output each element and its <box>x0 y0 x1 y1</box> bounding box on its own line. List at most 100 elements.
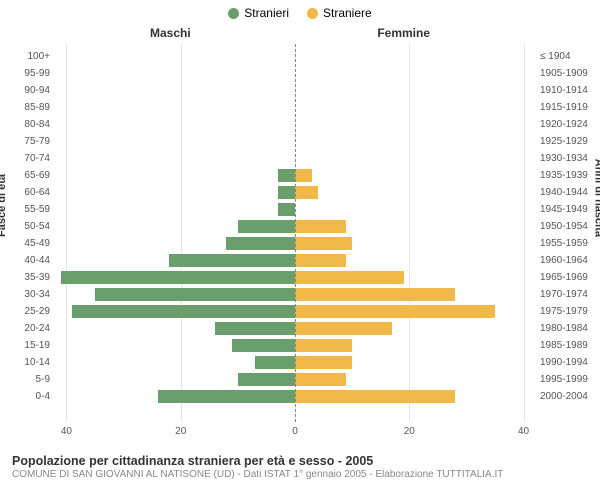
male-half <box>55 186 295 199</box>
male-half <box>55 305 295 318</box>
male-half <box>55 135 295 148</box>
male-bar <box>278 203 295 216</box>
birth-label: 1950-1954 <box>540 221 595 232</box>
age-label: 85-89 <box>10 102 50 113</box>
legend-item-male: Stranieri <box>228 6 289 20</box>
female-bar <box>295 271 404 284</box>
age-label: 60-64 <box>10 187 50 198</box>
male-bar <box>226 237 295 250</box>
birth-label: 1990-1994 <box>540 357 595 368</box>
birth-label: 1960-1964 <box>540 255 595 266</box>
female-half <box>295 84 535 97</box>
female-half <box>295 271 535 284</box>
female-bar <box>295 339 352 352</box>
age-label: 90-94 <box>10 85 50 96</box>
male-half <box>55 390 295 403</box>
legend-label-male: Stranieri <box>244 6 289 20</box>
male-bar <box>215 322 295 335</box>
age-label: 95-99 <box>10 68 50 79</box>
x-tick: 40 <box>518 426 529 437</box>
male-half <box>55 237 295 250</box>
birth-label: 1975-1979 <box>540 306 595 317</box>
female-bar <box>295 220 346 233</box>
female-bar <box>295 390 455 403</box>
female-bar <box>295 322 392 335</box>
female-half <box>295 288 535 301</box>
female-half <box>295 186 535 199</box>
birth-label: 1985-1989 <box>540 340 595 351</box>
female-half <box>295 152 535 165</box>
female-half <box>295 237 535 250</box>
header-female: Femmine <box>377 26 430 40</box>
birth-label: 1920-1924 <box>540 119 595 130</box>
x-tick: 20 <box>404 426 415 437</box>
birth-label: ≤ 1904 <box>540 51 595 62</box>
female-half <box>295 339 535 352</box>
x-tick: 20 <box>175 426 186 437</box>
legend-label-female: Straniere <box>323 6 372 20</box>
male-half <box>55 254 295 267</box>
male-half <box>55 322 295 335</box>
birth-label: 1940-1944 <box>540 187 595 198</box>
female-bar <box>295 373 346 386</box>
male-bar <box>72 305 295 318</box>
female-half <box>295 356 535 369</box>
female-bar <box>295 237 352 250</box>
legend-item-female: Straniere <box>307 6 372 20</box>
male-bar <box>278 186 295 199</box>
axis-label-age: Fasce di età <box>0 174 8 237</box>
pyramid-chart: Maschi Femmine Fasce di età Anni di nasc… <box>0 22 600 452</box>
birth-label: 1955-1959 <box>540 238 595 249</box>
male-half <box>55 101 295 114</box>
center-line <box>295 44 296 422</box>
x-tick: 40 <box>61 426 72 437</box>
female-half <box>295 101 535 114</box>
female-half <box>295 305 535 318</box>
legend: Stranieri Straniere <box>0 0 600 22</box>
x-tick: 0 <box>292 426 298 437</box>
birth-label: 1915-1919 <box>540 102 595 113</box>
male-bar <box>169 254 295 267</box>
birth-label: 1925-1929 <box>540 136 595 147</box>
x-axis: 40 20 0 20 40 <box>55 424 535 442</box>
birth-label: 1910-1914 <box>540 85 595 96</box>
footer: Popolazione per cittadinanza straniera p… <box>0 452 600 480</box>
birth-label: 1935-1939 <box>540 170 595 181</box>
male-half <box>55 220 295 233</box>
female-half <box>295 220 535 233</box>
plot-area: 402002040 100+≤ 190495-991905-190990-941… <box>55 44 535 422</box>
age-label: 55-59 <box>10 204 50 215</box>
birth-label: 1980-1984 <box>540 323 595 334</box>
legend-swatch-male <box>228 8 239 19</box>
female-half <box>295 254 535 267</box>
age-label: 5-9 <box>10 374 50 385</box>
age-label: 15-19 <box>10 340 50 351</box>
female-bar <box>295 288 455 301</box>
male-bar <box>238 220 295 233</box>
birth-label: 1965-1969 <box>540 272 595 283</box>
birth-label: 1970-1974 <box>540 289 595 300</box>
male-bar <box>238 373 295 386</box>
male-bar <box>61 271 295 284</box>
birth-label: 1995-1999 <box>540 374 595 385</box>
female-bar <box>295 356 352 369</box>
birth-label: 2000-2004 <box>540 391 595 402</box>
male-half <box>55 169 295 182</box>
chart-title: Popolazione per cittadinanza straniera p… <box>12 454 590 468</box>
female-bar <box>295 186 318 199</box>
age-label: 65-69 <box>10 170 50 181</box>
age-label: 50-54 <box>10 221 50 232</box>
birth-label: 1930-1934 <box>540 153 595 164</box>
birth-label: 1905-1909 <box>540 68 595 79</box>
age-label: 30-34 <box>10 289 50 300</box>
legend-swatch-female <box>307 8 318 19</box>
age-label: 80-84 <box>10 119 50 130</box>
age-label: 25-29 <box>10 306 50 317</box>
chart-subtitle: COMUNE DI SAN GIOVANNI AL NATISONE (UD) … <box>12 469 590 480</box>
male-bar <box>278 169 295 182</box>
male-half <box>55 152 295 165</box>
male-half <box>55 67 295 80</box>
male-half <box>55 288 295 301</box>
male-half <box>55 118 295 131</box>
age-label: 40-44 <box>10 255 50 266</box>
